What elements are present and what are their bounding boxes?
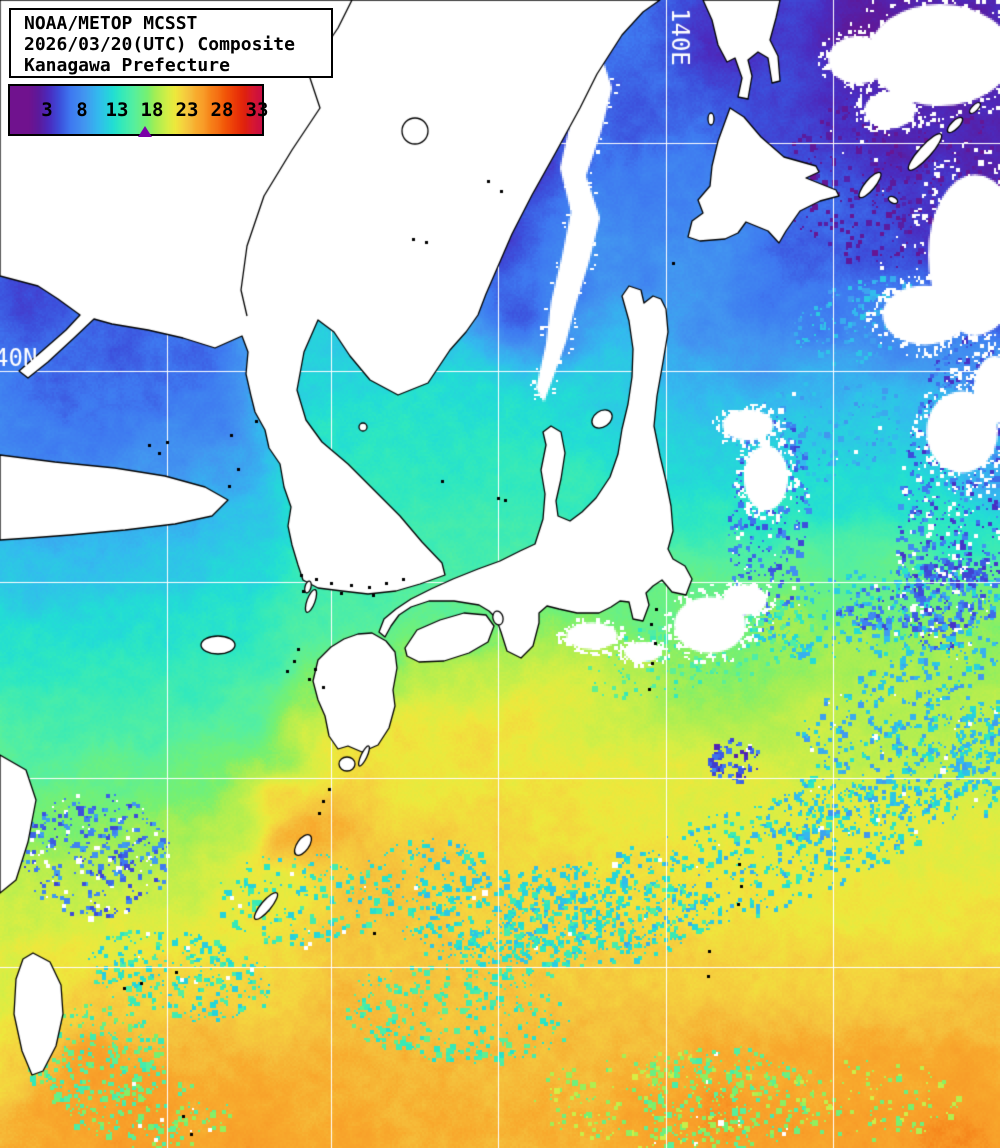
colorbar: 3 8 13 18 23 28 33 [8,84,268,136]
title-line-product: NOAA/METOP MCSST [24,13,198,34]
colorbar-tick-label: 33 [245,99,269,121]
colorbar-tick-label: 3 [41,99,53,121]
colorbar-tick-label: 18 [140,99,164,121]
colorbar-tick-label: 8 [76,99,88,121]
colorbar-marker-icon [138,126,152,137]
title-line-date: 2026/03/20(UTC) Composite [24,34,295,55]
colorbar-tick-label: 23 [175,99,199,121]
colorbar-gradient [10,86,262,134]
title-line-region: Kanagawa Prefecture [24,55,230,76]
colorbar-tick-label: 28 [210,99,234,121]
title-box: NOAA/METOP MCSST 2026/03/20(UTC) Composi… [9,8,333,78]
colorbar-tick-label: 13 [105,99,129,121]
